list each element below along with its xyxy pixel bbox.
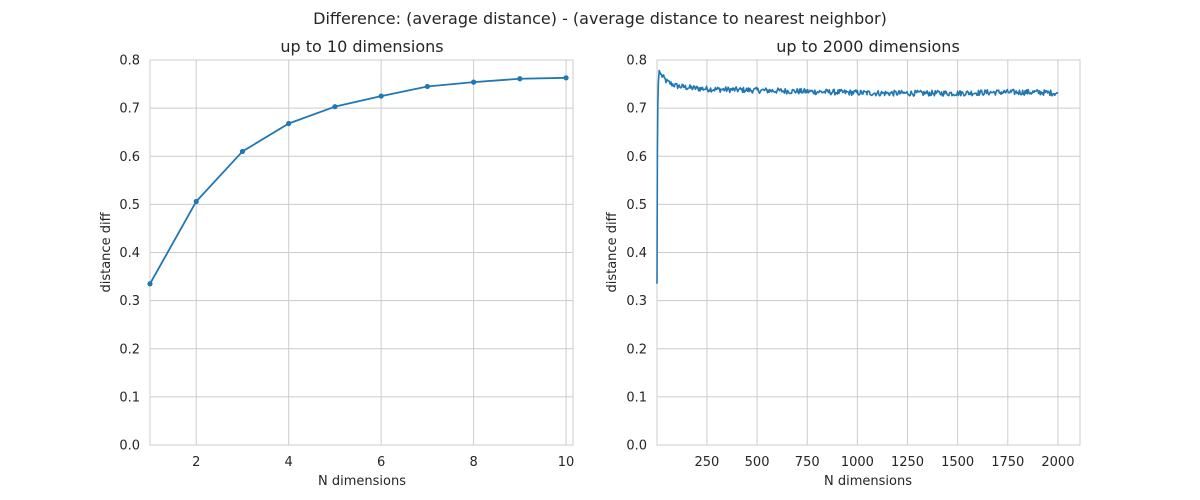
x-tick-label: 750: [795, 455, 820, 470]
y-tick-label: 0.6: [119, 150, 140, 165]
y-tick-labels-left: 0.0 0.1 0.2 0.3 0.4 0.5 0.6 0.7 0.8: [119, 54, 140, 454]
y-tick-label: 0.7: [119, 102, 140, 117]
y-tick-label: 0.2: [119, 342, 140, 357]
series-line: [149, 76, 567, 285]
y-axis-label-left: distance diff: [99, 211, 114, 292]
y-tick-label: 0.2: [626, 342, 647, 357]
y-tick-label: 0.4: [626, 246, 647, 261]
x-tick-label: 2000: [1041, 455, 1074, 470]
y-gridlines-left: [150, 59, 573, 446]
data-point: [471, 79, 477, 85]
y-tick-label: 0.3: [626, 294, 647, 309]
x-tick-label: 6: [377, 455, 385, 470]
series-line: [656, 69, 1059, 284]
y-tick-label: 0.8: [119, 54, 140, 69]
x-tick-label: 4: [285, 455, 293, 470]
data-point: [517, 76, 523, 82]
x-axis-label-left: N dimensions: [318, 474, 406, 489]
plot-frame-left: [149, 59, 574, 446]
x-tick-label: 10: [558, 455, 575, 470]
y-tick-label: 0.8: [626, 54, 647, 69]
y-tick-label: 0.0: [626, 439, 647, 454]
y-tick-label: 0.3: [119, 294, 140, 309]
x-tick-label: 500: [745, 455, 770, 470]
series-layer-left: [147, 75, 569, 287]
data-point: [239, 148, 246, 155]
x-tick-label: 8: [469, 455, 477, 470]
chart-title-right: up to 2000 dimensions: [776, 37, 960, 56]
data-point: [332, 104, 338, 110]
x-tick-label: 2: [192, 455, 200, 470]
x-axis-label-right: N dimensions: [824, 474, 912, 489]
data-point: [193, 198, 199, 205]
y-tick-label: 0.5: [626, 198, 647, 213]
y-tick-label: 0.0: [119, 439, 140, 454]
y-tick-label: 0.5: [119, 198, 140, 213]
x-tick-labels-right: 250 500 750 1000 1250 1500 1750 2000: [695, 455, 1075, 470]
y-tick-label: 0.1: [119, 390, 140, 405]
data-point: [563, 75, 569, 81]
chart-panel-right: up to 2000 dimensions 250 500 750 1000 1250 1…: [605, 37, 1081, 489]
chart-title-left: up to 10 dimensions: [280, 37, 443, 56]
x-tick-label: 1250: [891, 455, 924, 470]
figure-title: Difference: (average distance) - (averag…: [313, 9, 887, 28]
y-tick-label: 0.6: [626, 150, 647, 165]
x-tick-labels-left: 2 4 6 8 10: [192, 455, 574, 470]
data-point: [378, 93, 384, 99]
data-point: [424, 83, 430, 90]
series-layer-right: [656, 69, 1059, 284]
y-tick-label: 0.1: [626, 390, 647, 405]
data-point: [286, 120, 292, 127]
x-tick-label: 1750: [991, 455, 1024, 470]
x-tick-label: 1500: [941, 455, 974, 470]
x-tick-label: 1000: [841, 455, 874, 470]
x-tick-label: 250: [695, 455, 720, 470]
y-tick-label: 0.4: [119, 246, 140, 261]
y-tick-labels-right: 0.0 0.1 0.2 0.3 0.4 0.5 0.6 0.7 0.8: [626, 54, 647, 454]
y-tick-label: 0.7: [626, 102, 647, 117]
y-axis-label-right: distance diff: [605, 211, 620, 292]
data-point: [147, 281, 153, 287]
chart-panel-left: up to 10 dimensions 2 4 6 8 10 0.00.10.20.30…: [99, 37, 574, 489]
